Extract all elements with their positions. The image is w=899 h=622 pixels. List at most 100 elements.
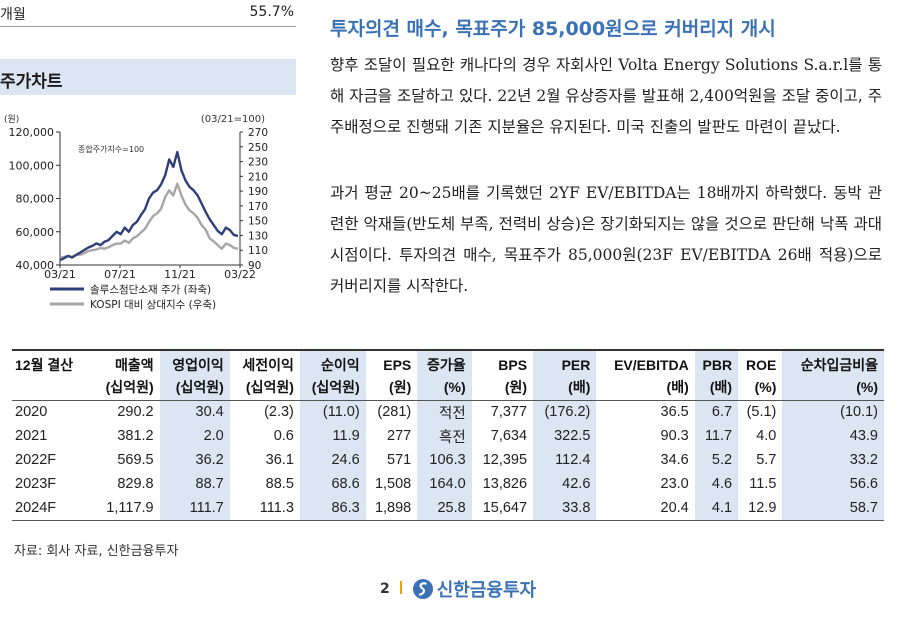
x-tick-label: 11/21 xyxy=(164,268,196,281)
table-row: 2022F 569.5 36.2 36.1 24.6 571 106.3 12,395 112.… xyxy=(12,448,884,472)
table-cell: 68.6 xyxy=(299,472,366,496)
x-tick-label: 03/21 xyxy=(44,268,76,281)
chart-section-header: 주가차트 xyxy=(0,59,296,95)
returns-value: 55.7% xyxy=(249,4,294,20)
table-header-row: 12월 결산 매출액 영업이익 세전이익 순이익 EPS 증가율 BPS PER EV/EBITD… xyxy=(12,349,884,375)
left-tick-label: 60,000 xyxy=(16,226,55,239)
table-cell: 322.5 xyxy=(533,424,597,448)
right-tick-label: 230 xyxy=(248,157,268,169)
returns-row: 개월 55.7% xyxy=(0,0,296,27)
table-cell: (2.3) xyxy=(264,404,294,421)
table-row: 2021 381.2 2.0 0.6 11.9 277 흑전 7,634 322.5 90.3 11… xyxy=(12,424,884,448)
column-unit: (배) xyxy=(533,375,597,401)
table-cell: 13,826 xyxy=(482,476,528,492)
column-header: EPS xyxy=(365,349,418,375)
column-header: 12월 결산 xyxy=(12,349,94,375)
brand-name: 신한금융투자 xyxy=(436,580,537,601)
column-header: 세전이익 xyxy=(229,349,300,375)
right-tick-label: 170 xyxy=(248,201,268,213)
left-axis-unit: (원) xyxy=(4,114,19,125)
table-cell: 2.0 xyxy=(159,424,230,448)
table-cell: 23.0 xyxy=(660,476,689,492)
stock-price-line xyxy=(59,150,239,262)
table-cell: (176.2) xyxy=(533,400,597,424)
page-number: 2 xyxy=(380,581,390,597)
column-unit: (%) xyxy=(782,375,884,401)
row-year: 2024F xyxy=(12,496,94,521)
brand-logo: 신한금융투자 xyxy=(412,576,536,602)
table-cell: 42.6 xyxy=(533,472,597,496)
table-cell: 11.9 xyxy=(299,424,366,448)
table-cell: 적전 xyxy=(417,400,472,424)
article-paragraph-2: 과거 평균 20~25배를 기록했던 2YF EV/EBITDA는 18배까지 … xyxy=(330,184,882,295)
column-unit: (원) xyxy=(471,375,534,401)
right-tick-label: 250 xyxy=(248,142,268,154)
footer-divider xyxy=(399,581,402,594)
table-cell: 290.2 xyxy=(117,404,154,421)
x-tick-label: 07/21 xyxy=(104,268,136,281)
table-cell: 15,647 xyxy=(471,496,534,521)
stock-chart: (원) (03/21=100) 40,000 60,000 80,000 100,000 1… xyxy=(0,110,296,325)
table-cell: 164.0 xyxy=(417,472,472,496)
table-cell: 4.0 xyxy=(756,428,777,444)
table-row: 2023F 829.8 88.7 88.5 68.6 1,508 164.0 13,826 42… xyxy=(12,472,884,496)
column-unit: (십억원) xyxy=(93,375,160,401)
table-cell: 1,117.9 xyxy=(93,496,160,521)
row-year: 2020 xyxy=(15,404,48,421)
table-cell: 4.6 xyxy=(694,472,739,496)
table-cell: 36.2 xyxy=(159,448,230,472)
left-tick-label: 100,000 xyxy=(9,159,55,172)
table-cell: 5.2 xyxy=(694,448,739,472)
table-cell: 12.9 xyxy=(738,496,783,521)
table-cell: 20.4 xyxy=(596,496,695,521)
table-cell: 24.6 xyxy=(299,448,366,472)
table-cell: 5.7 xyxy=(756,452,777,468)
row-year: 2022F xyxy=(15,452,57,468)
column-unit: (십억원) xyxy=(299,375,366,401)
stock-chart-svg: (원) (03/21=100) 40,000 60,000 80,000 100,000 1… xyxy=(4,114,268,311)
column-header: BPS xyxy=(471,349,534,375)
article-paragraph-1: 향후 조달이 필요한 캐나다의 경우 자회사인 Volta Energy Sol… xyxy=(330,56,882,136)
shinhan-logo-icon xyxy=(412,579,433,599)
table-cell: 4.1 xyxy=(694,496,739,521)
column-header: 순이익 xyxy=(299,349,366,375)
column-header: PER xyxy=(533,349,597,375)
column-unit: (%) xyxy=(417,375,472,401)
column-unit: (배) xyxy=(694,375,739,401)
table-row: 2024F 1,117.9 111.7 111.3 86.3 1,898 25.8 15,64… xyxy=(12,496,884,521)
financial-summary-table: 12월 결산 매출액 영업이익 세전이익 순이익 EPS 증가율 BPS PER EV/EBITD… xyxy=(12,349,884,521)
column-unit: (십억원) xyxy=(159,375,230,401)
table-cell: 흑전 xyxy=(417,424,472,448)
row-year: 2023F xyxy=(15,476,57,492)
table-cell: 36.5 xyxy=(660,404,689,421)
table-cell: 7,634 xyxy=(490,428,528,444)
column-unit: (원) xyxy=(365,375,418,401)
table-cell: 111.3 xyxy=(229,496,300,521)
table-cell: 11.5 xyxy=(749,476,777,492)
table-cell: 571 xyxy=(387,452,412,468)
table-cell: (10.1) xyxy=(782,400,884,424)
source-note: 자료: 회사 자료, 신한금융투자 xyxy=(14,544,179,559)
table-cell: 829.8 xyxy=(117,476,154,492)
column-header: 순차입금비율 xyxy=(782,349,884,375)
right-tick-label: 110 xyxy=(248,245,268,257)
table-cell: (11.0) xyxy=(299,400,366,424)
right-tick-label: 90 xyxy=(248,260,261,272)
article-title: 투자의견 매수, 목표주가 85,000원으로 커버리지 개시 xyxy=(330,18,776,40)
table-cell: 56.6 xyxy=(782,472,884,496)
right-tick-label: 130 xyxy=(248,230,268,242)
column-header: PBR xyxy=(694,349,739,375)
chart-section-title: 주가차트 xyxy=(0,72,63,92)
column-header: ROE xyxy=(738,349,783,375)
column-unit: (배) xyxy=(596,375,695,401)
table-cell: 30.4 xyxy=(159,400,230,424)
left-tick-label: 40,000 xyxy=(16,259,55,272)
table-cell: (5.1) xyxy=(746,404,777,421)
table-cell: (281) xyxy=(377,404,412,421)
table-cell: 12,395 xyxy=(482,452,528,468)
column-header: EV/EBITDA xyxy=(596,349,695,375)
x-tick-label: 03/22 xyxy=(224,268,256,281)
table-row: 2020 290.2 30.4 (2.3) (11.0) (281) 적전 7,377 (176… xyxy=(12,400,884,424)
column-unit: (%) xyxy=(738,375,783,401)
table-cell: 6.7 xyxy=(694,400,739,424)
